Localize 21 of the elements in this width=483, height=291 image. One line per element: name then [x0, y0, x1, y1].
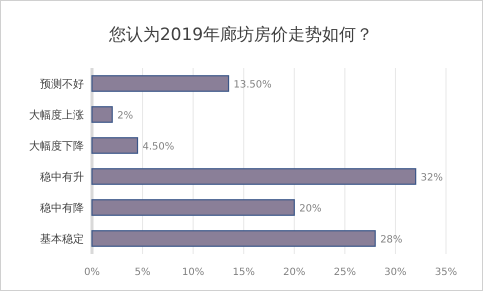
x-tick-label: 0% — [84, 267, 100, 278]
x-tick-label: 20% — [283, 267, 306, 278]
y-tick-label: 大幅度上涨 — [29, 108, 84, 122]
x-tick-label: 5% — [134, 267, 151, 278]
x-tick-label: 15% — [232, 267, 255, 278]
x-tick-label: 25% — [334, 267, 356, 278]
data-label: 28% — [380, 234, 402, 246]
x-tick-label: 30% — [384, 267, 407, 278]
x-tick-label: 10% — [182, 267, 204, 278]
y-tick-label: 大幅度下降 — [29, 140, 84, 152]
chart-title: 您认为2019年廊坊房价走势如何？ — [108, 25, 374, 45]
data-label: 2% — [117, 110, 134, 122]
y-tick-label: 预测不好 — [40, 78, 84, 90]
y-tick-label: 稳中有降 — [40, 202, 84, 214]
data-label: 32% — [420, 172, 443, 184]
data-label: 13.50% — [234, 80, 272, 90]
data-label: 20% — [299, 204, 322, 214]
y-tick-label: 基本稳定 — [40, 232, 84, 246]
y-tick-label: 稳中有升 — [40, 170, 84, 184]
x-tick-label: 35% — [434, 267, 458, 278]
data-label: 4.50% — [142, 142, 174, 152]
